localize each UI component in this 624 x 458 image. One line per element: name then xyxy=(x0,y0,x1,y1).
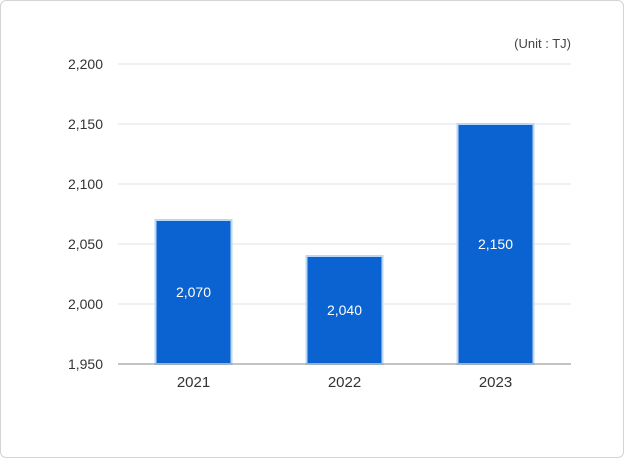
y-tick-label: 2,150 xyxy=(68,116,103,132)
data-label-2023: 2,150 xyxy=(478,236,513,252)
y-tick-label: 2,050 xyxy=(68,236,103,252)
bar-2023 xyxy=(456,123,535,365)
bar-2022 xyxy=(305,255,384,365)
y-tick-label: 1,950 xyxy=(68,356,103,372)
data-labels: 2,070 2,040 2,150 xyxy=(176,236,513,318)
y-axis-ticks: 1,950 2,000 2,050 2,100 2,150 2,200 xyxy=(68,56,103,372)
y-tick-label: 2,000 xyxy=(68,296,103,312)
x-axis-ticks: 2021 2022 2023 xyxy=(177,374,512,391)
y-tick-label: 2,100 xyxy=(68,176,103,192)
x-tick-label-2022: 2022 xyxy=(328,374,361,391)
data-label-2021: 2,070 xyxy=(176,284,211,300)
data-label-2022: 2,040 xyxy=(327,302,362,318)
x-tick-label-2021: 2021 xyxy=(177,374,210,391)
unit-label: (Unit : TJ) xyxy=(514,36,571,51)
y-tick-label: 2,200 xyxy=(68,56,103,72)
x-tick-label-2023: 2023 xyxy=(479,374,512,391)
